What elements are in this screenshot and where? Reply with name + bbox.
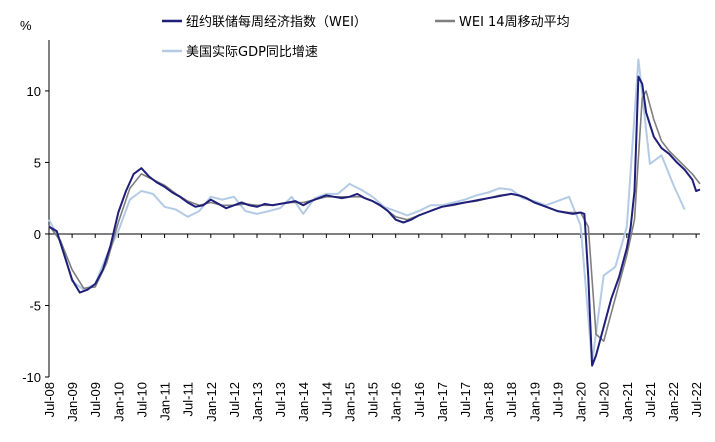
- x-tick-label: Jul-10: [134, 382, 149, 417]
- y-tick-label: 10: [27, 84, 41, 99]
- y-axis: 10 5 0 -5 -10: [22, 40, 50, 385]
- legend-label-1: WEI 14周移动平均: [459, 15, 570, 30]
- y-axis-unit-label: %: [20, 18, 32, 33]
- x-tick-label: Jan-14: [296, 382, 311, 422]
- x-tick-label: Jan-21: [620, 382, 635, 422]
- x-tick-label: Jan-09: [65, 382, 80, 422]
- x-tick-label: Jan-10: [111, 382, 126, 422]
- x-tick-label: Jan-22: [666, 382, 681, 422]
- x-tick-label: Jan-19: [527, 382, 542, 422]
- x-tick-label: Jul-17: [458, 382, 473, 417]
- x-tick-label: Jul-15: [366, 382, 381, 417]
- x-tick-label: Jan-12: [204, 382, 219, 422]
- legend-label-0: 纽约联储每周经济指数（WEI）: [186, 14, 367, 30]
- x-tick-label: Jan-16: [389, 382, 404, 422]
- x-tick-label: Jul-16: [412, 382, 427, 417]
- x-tick-label: Jul-22: [689, 382, 704, 417]
- x-tick-label: Jan-11: [158, 382, 173, 421]
- x-tick-label: Jul-12: [227, 382, 242, 417]
- series-line-2: [48, 58, 686, 364]
- x-tick-label: Jul-09: [88, 382, 103, 417]
- x-tick-label: Jul-08: [42, 382, 57, 417]
- y-tick-label: 0: [34, 227, 41, 242]
- x-tick-label: Jan-20: [574, 382, 589, 422]
- x-tick-label: Jul-14: [319, 382, 334, 417]
- x-axis: Jul-08 Jan-09 Jul-09 Jan-10 Jul-10 Jan-11 Jul-…: [42, 233, 704, 422]
- x-tick-label: Jan-18: [481, 382, 496, 422]
- y-tick-label: -10: [22, 370, 41, 385]
- series-group: [48, 58, 701, 367]
- y-tick-label: -5: [29, 298, 41, 313]
- series-line-1: [48, 90, 701, 342]
- x-tick-label: Jul-18: [504, 382, 519, 417]
- y-tick-label: 5: [34, 155, 41, 170]
- x-tick-label: Jan-17: [435, 382, 450, 422]
- series-line-0: [48, 75, 701, 367]
- x-tick-label: Jul-19: [550, 382, 565, 417]
- x-tick-label: Jul-11: [181, 382, 196, 416]
- legend-label-2: 美国实际GDP同比增速: [186, 45, 318, 60]
- x-tick-label: Jan-13: [250, 382, 265, 422]
- x-tick-label: Jul-13: [273, 382, 288, 417]
- x-tick-label: Jan-15: [342, 382, 357, 422]
- x-tick-label: Jul-20: [597, 382, 612, 417]
- x-tick-label: Jul-21: [643, 382, 658, 417]
